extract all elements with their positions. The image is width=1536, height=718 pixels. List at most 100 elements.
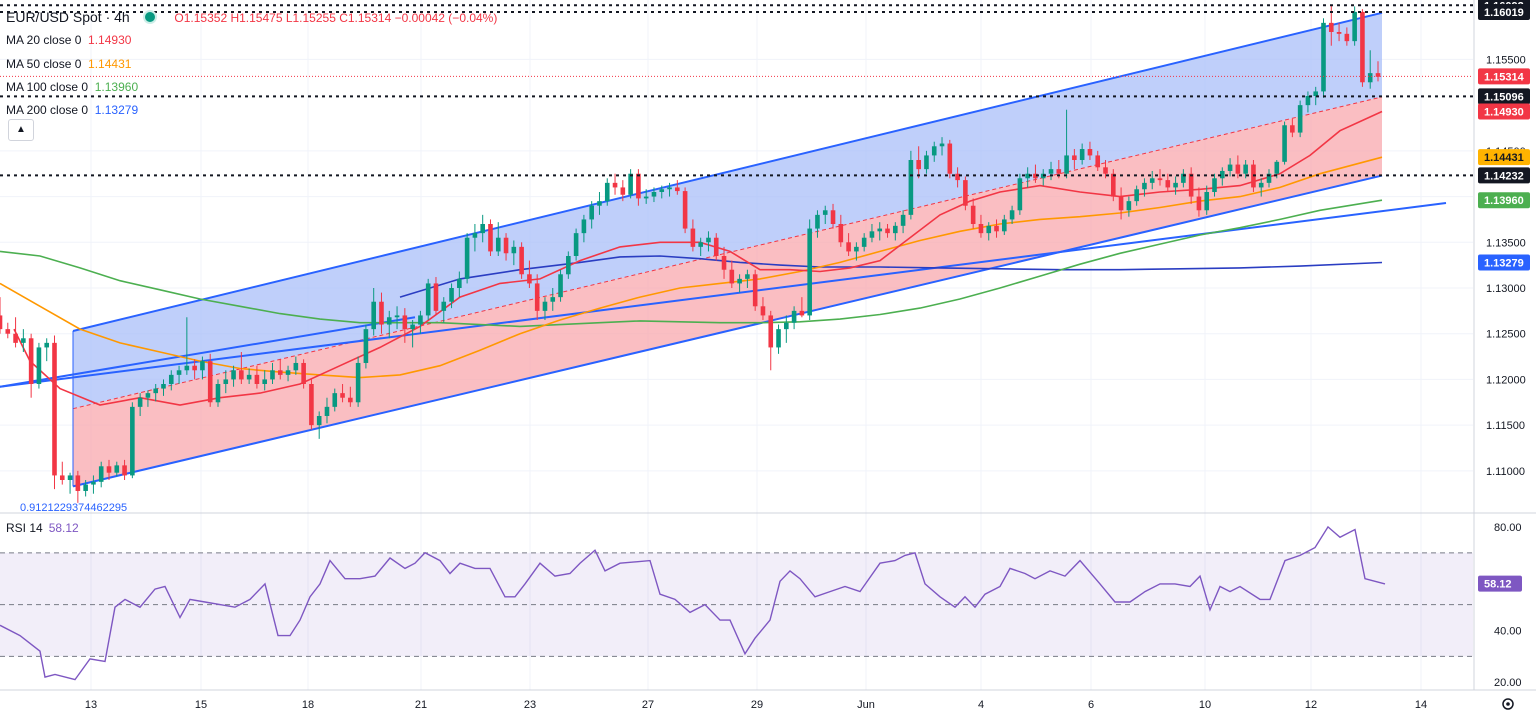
candle-body xyxy=(597,201,602,206)
x-tick-label: 10 xyxy=(1199,699,1211,711)
candle-body xyxy=(1103,167,1108,174)
x-tick-label: 6 xyxy=(1088,699,1094,711)
candle-body xyxy=(91,481,96,485)
indicator-ma50-value: 1.14431 xyxy=(88,56,132,71)
candle-body xyxy=(1118,196,1124,211)
y-tick-label: 1.15500 xyxy=(1486,54,1526,66)
candle-body xyxy=(246,374,252,380)
trend-line-left xyxy=(0,316,416,388)
candle-body xyxy=(1134,189,1139,202)
y-tick-label: 1.11000 xyxy=(1486,466,1525,478)
channel-lower-fill xyxy=(73,96,1382,487)
candle-body xyxy=(1009,210,1015,220)
candle-body xyxy=(963,180,968,206)
candle-body xyxy=(737,278,742,284)
indicator-ma50[interactable]: MA 50 close 0 1.14431 xyxy=(6,56,132,71)
candle-body xyxy=(184,365,190,371)
rsi-legend[interactable]: RSI 14 58.12 xyxy=(6,521,79,535)
price-tag xyxy=(1478,103,1530,120)
symbol-title[interactable]: EUR/USD Spot · 4h xyxy=(6,9,130,25)
candle-body xyxy=(1173,182,1178,188)
collapse-legend-button[interactable]: ▲ xyxy=(8,119,34,141)
price-tag-label: 1.14930 xyxy=(1484,107,1524,119)
candle-body xyxy=(44,342,50,348)
price-tag xyxy=(1478,192,1530,209)
candle-body xyxy=(1297,105,1303,133)
price-tag xyxy=(1478,167,1530,184)
candle-body xyxy=(682,191,688,229)
candle-body xyxy=(5,329,11,334)
candle-body xyxy=(192,365,197,371)
candle-body xyxy=(729,269,735,284)
candle-body xyxy=(106,466,112,473)
rsi-label: RSI 14 xyxy=(6,521,43,535)
channel-upper-line xyxy=(72,11,1383,332)
candle-body xyxy=(0,315,3,330)
candle-body xyxy=(675,187,680,192)
ohlc-values: O1.15352 H1.15475 L1.15255 C1.15314 −0.0… xyxy=(174,11,498,25)
candle-body xyxy=(1352,11,1357,42)
candle-body xyxy=(1328,22,1334,32)
x-tick-label: 4 xyxy=(978,699,984,711)
indicator-ma20[interactable]: MA 20 close 0 1.14930 xyxy=(6,33,132,48)
candle-body xyxy=(815,214,820,229)
indicator-ma200[interactable]: MA 200 close 0 1.13279 xyxy=(6,103,139,118)
candle-body xyxy=(13,333,18,343)
candle-body xyxy=(122,465,127,476)
price-tag xyxy=(1478,68,1530,85)
candle-body xyxy=(1305,96,1311,106)
candle-body xyxy=(410,324,415,330)
x-tick-label: 18 xyxy=(302,699,314,711)
candle-body xyxy=(67,475,73,480)
candle-body xyxy=(371,301,376,330)
candle-body xyxy=(386,317,392,325)
candle-body xyxy=(939,143,945,147)
candle-body xyxy=(1079,149,1085,160)
price-tag xyxy=(1478,88,1530,105)
candle-body xyxy=(1266,173,1272,183)
candle-body xyxy=(620,187,626,195)
candle-body xyxy=(776,329,781,348)
candle-body xyxy=(262,379,268,384)
ma100-line xyxy=(0,199,1383,328)
candle-body xyxy=(589,205,594,220)
candle-body xyxy=(114,465,120,473)
candle-body xyxy=(472,233,478,238)
candle-body xyxy=(1149,178,1155,183)
candle-body xyxy=(340,393,345,398)
candle-body xyxy=(550,297,556,302)
indicator-ma100[interactable]: MA 100 close 0 1.13960 xyxy=(6,79,139,94)
candle-body xyxy=(1087,149,1093,156)
ma50-line xyxy=(0,156,1383,379)
candle-body xyxy=(745,274,750,279)
candle-body xyxy=(270,370,275,380)
candle-body xyxy=(1110,173,1116,197)
y-tick-label: 1.13500 xyxy=(1486,237,1526,249)
channel-upper-fill xyxy=(73,12,1382,409)
candle-body xyxy=(1219,170,1225,179)
chevron-up-icon: ▲ xyxy=(16,124,26,135)
candle-body xyxy=(822,210,828,215)
chart-legend: EUR/USD Spot · 4h O1.15352 H1.15475 L1.1… xyxy=(6,6,497,122)
gear-icon[interactable] xyxy=(1502,698,1514,710)
candle-body xyxy=(449,288,454,302)
gear-ring xyxy=(1502,698,1514,710)
candle-body xyxy=(316,416,322,426)
x-tick-label: 27 xyxy=(642,699,654,711)
candle-body xyxy=(1064,155,1069,174)
rsi-value-tag-label: 58.12 xyxy=(1484,579,1512,591)
candle-body xyxy=(916,160,921,170)
candle-body xyxy=(464,237,470,279)
candle-body xyxy=(1188,173,1194,197)
candle-body xyxy=(612,182,618,188)
candle-body xyxy=(153,388,159,394)
candle-body xyxy=(145,393,151,398)
x-tick-label: 12 xyxy=(1305,699,1317,711)
candle-body xyxy=(418,315,423,325)
price-tag-label: 1.13960 xyxy=(1484,195,1524,207)
candle-body xyxy=(527,274,532,284)
candle-body xyxy=(332,393,338,407)
candle-body xyxy=(1375,73,1381,77)
candle-body xyxy=(277,370,283,375)
